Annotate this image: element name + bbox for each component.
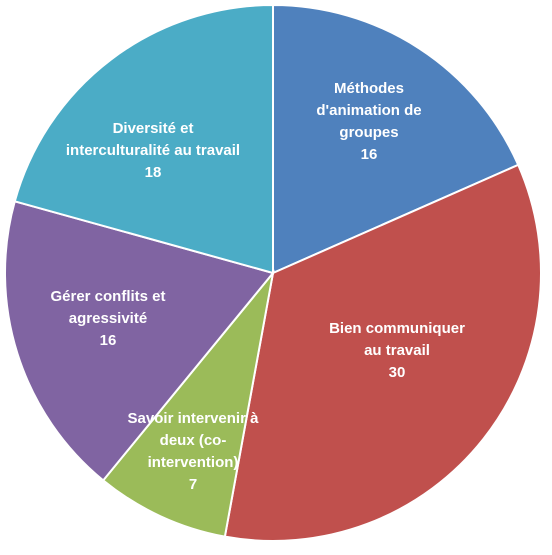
- pie-slice-0: [272, 3, 520, 275]
- pie-slices: [4, 3, 542, 542]
- pie-slice-label-line: intervention): [148, 454, 239, 471]
- pie-slice-label-line: au travail: [364, 342, 430, 359]
- pie-slice-label-line: deux (co-: [160, 432, 227, 449]
- pie-slice-label-line: d'animation de: [316, 102, 421, 119]
- pie-slice-label-0: Méthodes d'animation de groupes 16: [316, 80, 421, 163]
- pie-slice-label-line: Méthodes: [334, 80, 404, 97]
- pie-slice-value: 7: [189, 476, 197, 493]
- pie-slice-1: [223, 163, 542, 542]
- pie-slice-value: 30: [389, 364, 406, 381]
- pie-slice-label-line: Gérer conflits et: [50, 288, 165, 305]
- pie-labels: Méthodes d'animation de groupes 16 Bien comm…: [50, 80, 465, 493]
- pie-slice-label-2: Savoir intervenir à deux (co-intervention…: [128, 410, 260, 493]
- pie-slice-label-line: Savoir intervenir à: [128, 410, 260, 427]
- pie-slice-value: 16: [361, 146, 378, 163]
- pie-slice-label-3: Gérer conflits et agressivité 16: [50, 288, 165, 349]
- pie-slice-label-line: Bien communiquer: [329, 320, 465, 337]
- pie-slice-label-4: Diversité et interculturalité au travail 1…: [66, 120, 240, 181]
- pie-slice-4: [13, 3, 274, 275]
- pie-slice-label-line: agressivité: [69, 310, 147, 327]
- pie-slice-value: 18: [145, 164, 162, 181]
- pie-slice-label-line: groupes: [339, 124, 398, 141]
- pie-slice-label-1: Bien communiquer au travail 30: [329, 320, 465, 381]
- pie-slice-label-line: Diversité et: [113, 120, 194, 137]
- pie-slice-value: 16: [100, 332, 117, 349]
- pie-slice-2: [101, 269, 275, 538]
- pie-slice-label-line: interculturalité au travail: [66, 142, 240, 159]
- pie-slice-3: [4, 200, 275, 482]
